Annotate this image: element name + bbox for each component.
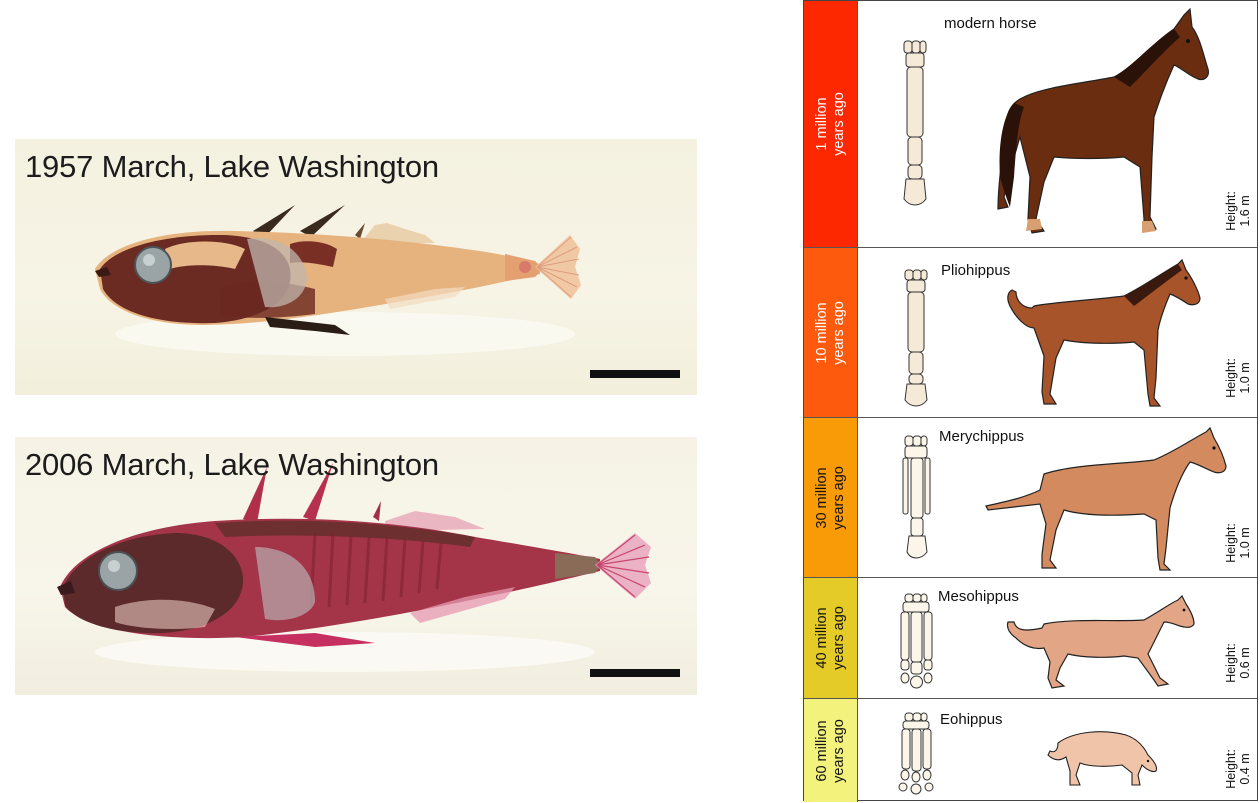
era-line-1: 10 million — [813, 301, 830, 364]
fish-photo-2006: 2006 March, Lake Washington — [15, 437, 697, 695]
era-line-2: years ago — [830, 718, 847, 783]
scale-bar-2006 — [590, 669, 680, 677]
era-band: 30 million years ago — [804, 418, 858, 577]
height-title: Height: — [1224, 523, 1238, 563]
species-name: Mesohippus — [938, 588, 1019, 605]
era-line-1: 30 million — [813, 466, 830, 529]
species-name: Merychippus — [939, 428, 1025, 445]
height-label: Height: 1.0 m — [1223, 513, 1253, 573]
era-label: 40 million years ago — [814, 606, 848, 670]
row-mesohippus: 40 million years ago Mesohippus Height: … — [804, 578, 1257, 699]
era-line-1: 1 million — [813, 97, 830, 151]
era-line-1: 60 million — [813, 719, 830, 782]
era-label: 1 million years ago — [814, 92, 848, 156]
era-band: 40 million years ago — [804, 578, 858, 698]
era-band: 10 million years ago — [804, 248, 858, 417]
mesohippus-silhouette — [1006, 594, 1195, 689]
era-line-2: years ago — [830, 300, 847, 365]
height-title: Height: — [1224, 643, 1238, 683]
era-band: 60 million years ago — [804, 699, 858, 802]
height-value: 0.4 m — [1238, 753, 1252, 785]
height-title: Height: — [1224, 191, 1238, 231]
species-name: Eohippus — [940, 711, 1003, 728]
modern-horse-silhouette — [997, 7, 1209, 234]
row-merychippus: 30 million years ago Merychippus Height:… — [804, 418, 1257, 578]
height-label: Height: 0.4 m — [1223, 739, 1253, 799]
height-value: 1.6 m — [1238, 195, 1252, 227]
era-line-2: years ago — [830, 465, 847, 530]
foot-bones-icon — [904, 269, 928, 407]
foot-bones-icon — [900, 593, 933, 689]
height-label: Height: 0.6 m — [1223, 633, 1253, 693]
fish-photo-1957: 1957 March, Lake Washington — [15, 139, 697, 395]
row-pliohippus: 10 million years ago Pliohippus Height: — [804, 248, 1257, 418]
era-band: 1 million years ago — [804, 1, 858, 247]
era-line-1: 40 million — [813, 607, 830, 669]
horse-evolution-chart: 1 million years ago modern horse — [803, 0, 1258, 802]
photo-caption-1957: 1957 March, Lake Washington — [25, 149, 439, 184]
species-name: Pliohippus — [941, 262, 1011, 279]
foot-bones-icon — [898, 712, 934, 795]
height-title: Height: — [1224, 358, 1238, 398]
row-modern-horse: 1 million years ago modern horse — [804, 1, 1257, 248]
scale-bar-1957 — [590, 370, 680, 378]
photo-caption-2006: 2006 March, Lake Washington — [25, 447, 439, 482]
era-label: 10 million years ago — [814, 301, 848, 365]
foot-bones-icon — [903, 40, 927, 206]
height-value: 0.6 m — [1238, 647, 1252, 679]
height-title: Height: — [1224, 749, 1238, 789]
species-name: modern horse — [944, 15, 1037, 32]
eohippus-silhouette — [1047, 731, 1158, 786]
pliohippus-silhouette — [1007, 258, 1201, 407]
height-value: 1.0 m — [1238, 362, 1252, 394]
era-line-2: years ago — [830, 606, 847, 670]
height-label: Height: 1.0 m — [1223, 348, 1253, 408]
era-line-2: years ago — [830, 92, 847, 156]
foot-bones-icon — [902, 435, 931, 559]
height-value: 1.0 m — [1238, 527, 1252, 559]
era-label: 60 million years ago — [814, 719, 848, 783]
era-label: 30 million years ago — [814, 466, 848, 530]
stickleback-1957-image — [95, 205, 581, 356]
stickleback-2006-image — [57, 463, 651, 672]
row-eohippus: 60 million years ago Eohippus Height: 0.… — [804, 699, 1257, 802]
height-label: Height: 1.6 m — [1223, 181, 1253, 241]
merychippus-silhouette — [985, 426, 1227, 571]
